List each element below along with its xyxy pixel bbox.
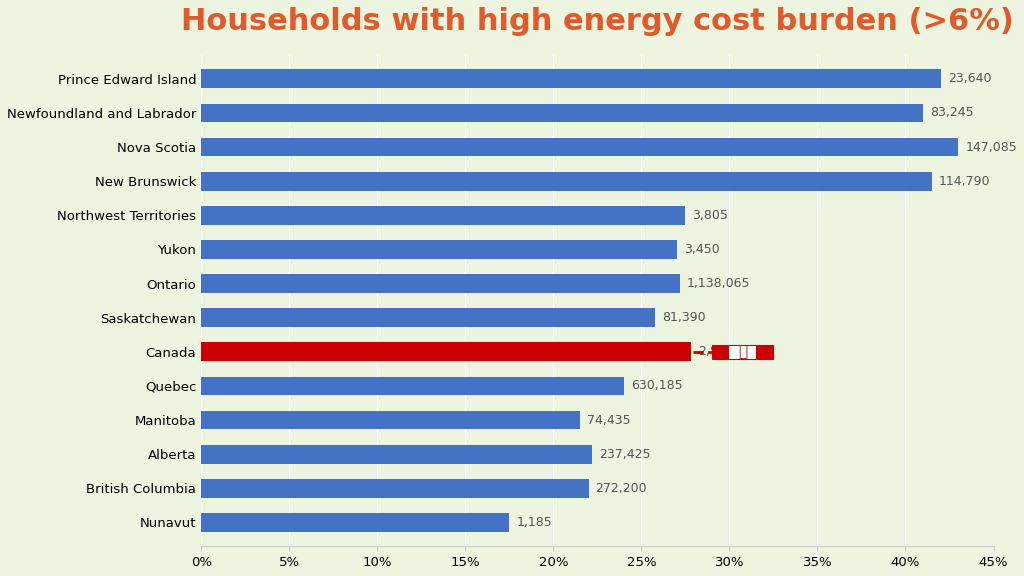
Bar (712, 344, 773, 359)
Bar (201, 479, 589, 498)
Text: 81,390: 81,390 (663, 311, 707, 324)
Bar (712, 344, 729, 359)
Text: 630,185: 630,185 (631, 380, 682, 392)
Bar (201, 513, 509, 532)
Bar (201, 172, 932, 191)
Bar (201, 445, 592, 464)
Bar (201, 274, 680, 293)
Text: 74,435: 74,435 (587, 414, 631, 427)
Bar (201, 104, 923, 122)
Text: 147,085: 147,085 (966, 141, 1017, 154)
Text: 1,138,065: 1,138,065 (687, 277, 751, 290)
Text: 114,790: 114,790 (939, 175, 990, 188)
Text: 2,810,905: 2,810,905 (697, 346, 761, 358)
Bar (201, 411, 580, 430)
Bar (201, 206, 685, 225)
Bar (201, 308, 655, 327)
Text: 83,245: 83,245 (930, 107, 974, 119)
Text: 23,640: 23,640 (948, 73, 991, 85)
Text: 🍁: 🍁 (738, 344, 748, 359)
Text: 1,185: 1,185 (516, 516, 552, 529)
Text: 3,450: 3,450 (684, 243, 720, 256)
Bar (712, 344, 773, 359)
Bar (201, 377, 624, 395)
Text: 3,805: 3,805 (692, 209, 728, 222)
Bar (201, 240, 677, 259)
Text: 237,425: 237,425 (599, 448, 650, 461)
Bar (201, 70, 941, 88)
Bar (201, 138, 958, 157)
Title: Households with high energy cost burden (>6%): Households with high energy cost burden … (181, 7, 1014, 36)
Bar (756, 344, 773, 359)
Bar (201, 343, 690, 361)
Text: 272,200: 272,200 (596, 482, 647, 495)
